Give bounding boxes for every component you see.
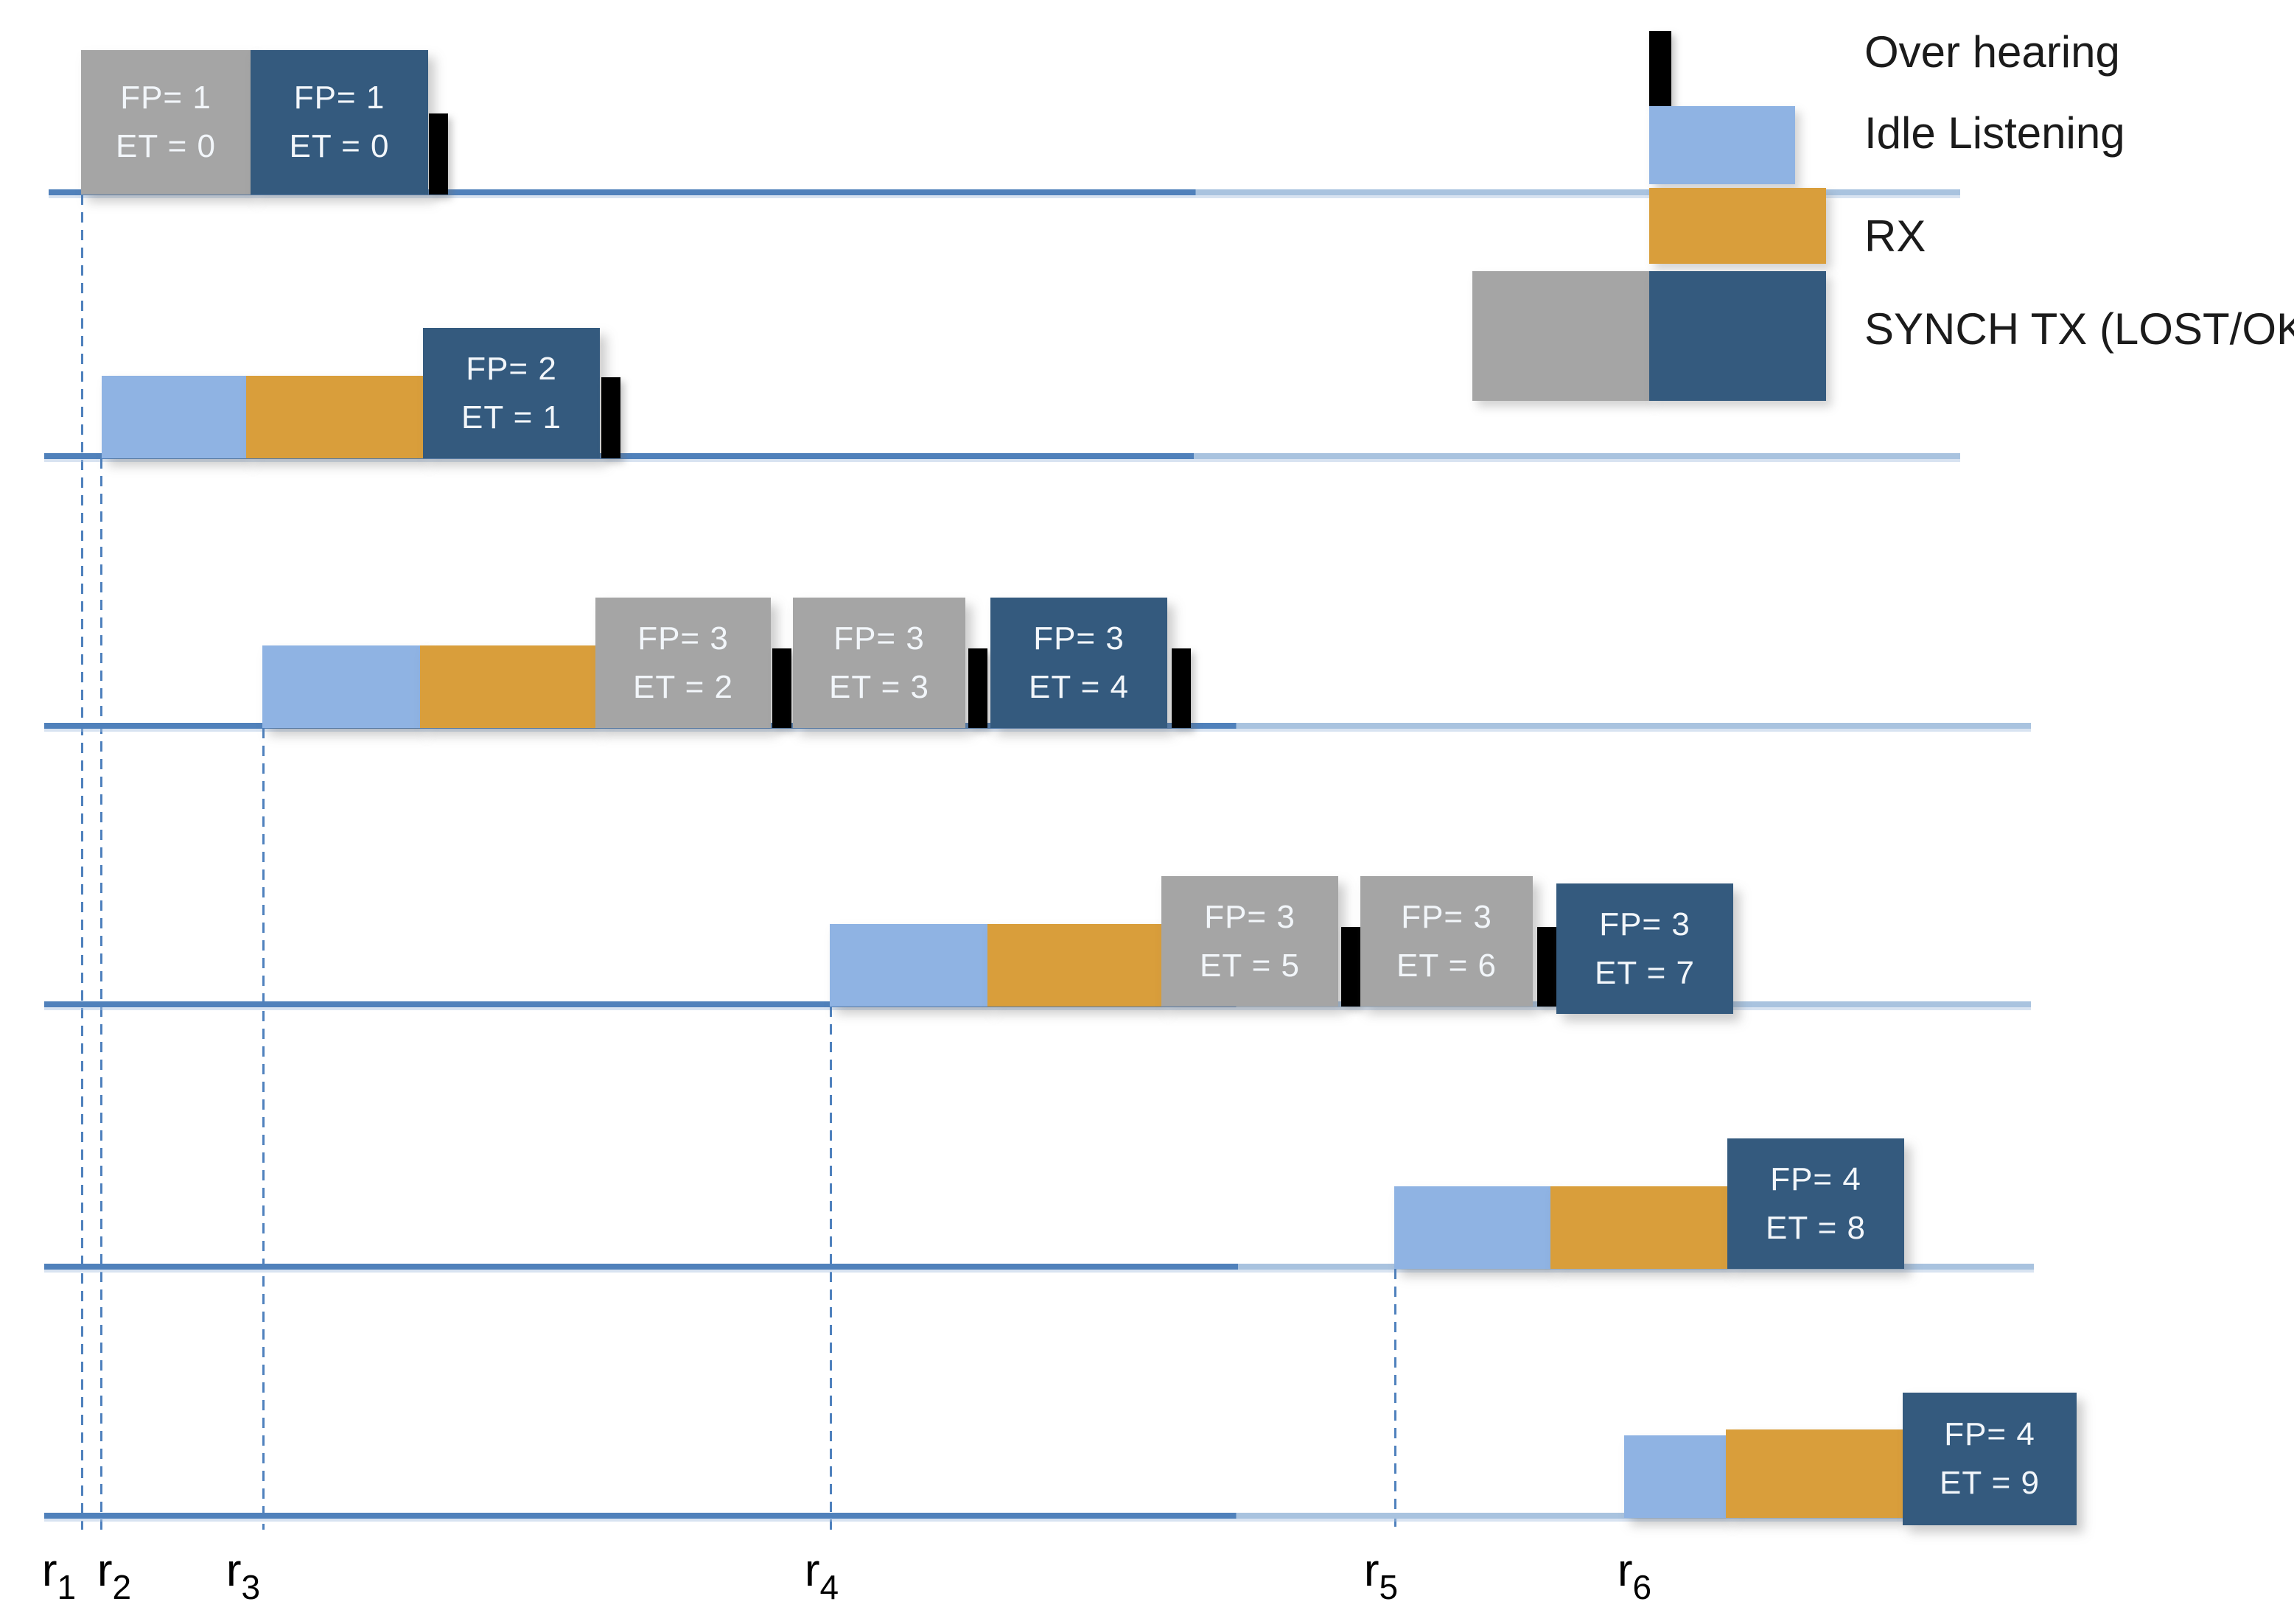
- axis-label-r1: r1: [41, 1545, 77, 1606]
- release-dashed-line-row-r1: [81, 195, 83, 1530]
- block-label-fp: FP= 4: [1944, 1416, 2035, 1452]
- block-label-et: ET = 8: [1765, 1209, 1867, 1246]
- block-label-fp: FP= 3: [833, 620, 925, 657]
- synch-tx-ok-block: FP= 2 ET = 1: [423, 328, 600, 458]
- block-label-fp: FP= 3: [1033, 620, 1125, 657]
- rx-block: [420, 645, 595, 728]
- timeline-row-r2: [44, 453, 1960, 459]
- synch-tx-lost-block: FP= 1 ET = 0: [81, 50, 251, 195]
- legend-label-synch-tx: SYNCH TX (LOST/OK): [1864, 304, 2294, 354]
- synch-tx-lost-block: FP= 3 ET = 3: [793, 598, 965, 728]
- block-label-et: ET = 9: [1939, 1465, 2041, 1501]
- axis-label-r4: r4: [804, 1545, 839, 1606]
- axis-label-r3: r3: [225, 1545, 261, 1606]
- legend-label-idle-listening: Idle Listening: [1864, 108, 2125, 158]
- block-label-et: ET = 0: [289, 128, 390, 164]
- block-label-et: ET = 3: [828, 668, 930, 705]
- timeline-row-r6: [44, 1513, 2031, 1519]
- block-label-fp: FP= 3: [637, 620, 729, 657]
- synch-tx-ok-block: FP= 1 ET = 0: [251, 50, 428, 195]
- block-label-fp: FP= 3: [1401, 898, 1492, 935]
- synch-tx-ok-block: FP= 3 ET = 7: [1556, 883, 1733, 1014]
- block-label-fp: FP= 3: [1204, 898, 1295, 935]
- block-label-fp: FP= 2: [466, 350, 557, 387]
- block-label-et: ET = 6: [1396, 947, 1497, 984]
- block-label-et: ET = 1: [461, 399, 562, 435]
- synch-tx-ok-block: FP= 4 ET = 9: [1903, 1393, 2077, 1525]
- legend-swatch-rx: [1649, 188, 1826, 264]
- idle-listening-block: [1394, 1186, 1550, 1269]
- block-label-fp: FP= 1: [293, 80, 385, 116]
- over-hearing-block: [1537, 927, 1556, 1007]
- block-label-et: ET = 2: [632, 668, 734, 705]
- synch-tx-ok-block: FP= 4 ET = 8: [1727, 1138, 1904, 1269]
- over-hearing-block: [968, 648, 987, 728]
- idle-listening-block: [102, 376, 246, 458]
- timeline-row-r5: [44, 1264, 2034, 1270]
- axis-label-r2: r2: [97, 1545, 132, 1606]
- over-hearing-block: [429, 113, 448, 195]
- release-dashed-line-row-r2: [100, 458, 102, 1530]
- over-hearing-block: [1341, 927, 1360, 1007]
- release-dashed-line-row-r3: [262, 728, 265, 1530]
- legend-swatch-over-hearing: [1649, 31, 1671, 106]
- block-label-et: ET = 4: [1028, 668, 1130, 705]
- block-label-et: ET = 7: [1594, 954, 1696, 991]
- block-label-fp: FP= 3: [1599, 906, 1690, 942]
- synch-tx-ok-block: FP= 3 ET = 4: [990, 598, 1167, 728]
- block-label-et: ET = 0: [115, 128, 217, 164]
- block-label-fp: FP= 1: [120, 80, 211, 116]
- legend-label-over-hearing: Over hearing: [1864, 27, 2120, 77]
- synch-tx-lost-block: FP= 3 ET = 6: [1360, 876, 1533, 1007]
- rx-block: [246, 376, 423, 458]
- timeline-row-r1: [49, 189, 1960, 195]
- block-label-fp: FP= 4: [1770, 1161, 1861, 1197]
- legend-swatch-idle-listening: [1649, 106, 1795, 184]
- synch-tx-lost-block: FP= 3 ET = 2: [595, 598, 771, 728]
- over-hearing-block: [601, 377, 620, 458]
- axis-label-r5: r5: [1363, 1545, 1399, 1606]
- legend-swatch-synch-tx-ok: [1649, 271, 1826, 401]
- over-hearing-block: [1172, 648, 1191, 728]
- legend-swatch-synch-tx-lost: [1472, 271, 1649, 401]
- over-hearing-block: [772, 648, 791, 728]
- synch-tx-lost-block: FP= 3 ET = 5: [1161, 876, 1338, 1007]
- release-dashed-line-row-r5: [1394, 1269, 1396, 1530]
- idle-listening-block: [830, 924, 987, 1007]
- rx-block: [1550, 1186, 1727, 1269]
- rx-block: [1726, 1429, 1903, 1518]
- rx-block: [987, 924, 1161, 1007]
- idle-listening-block: [1624, 1435, 1726, 1518]
- block-label-et: ET = 5: [1199, 947, 1301, 984]
- axis-label-r6: r6: [1617, 1545, 1652, 1606]
- idle-listening-block: [262, 645, 420, 728]
- legend-label-rx: RX: [1864, 211, 1926, 261]
